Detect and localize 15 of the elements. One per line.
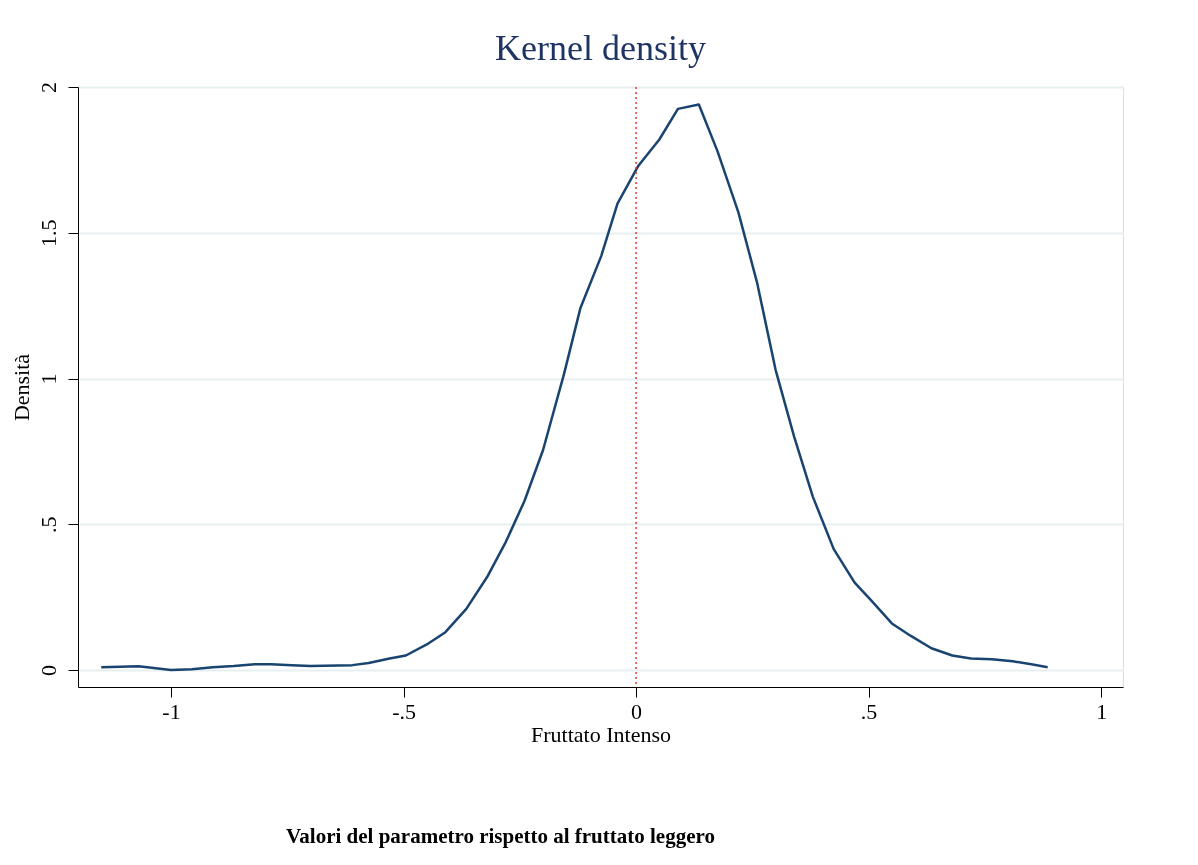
x-tick-label: -1	[162, 698, 181, 724]
chart-title: Kernel density	[495, 27, 706, 68]
line-series	[100, 103, 1049, 672]
y-axis-title: Densità	[8, 353, 34, 422]
x-tick-label: 0	[631, 698, 643, 724]
text: Valori del parametro rispetto al fruttato leggero	[286, 824, 715, 848]
y-tick-label: 1.5	[35, 219, 61, 248]
y-tick-label: .5	[35, 516, 61, 534]
x-axis-title: Fruttato Intenso	[531, 721, 671, 747]
x-tick-label: 1	[1096, 698, 1108, 724]
y-tick-label: 0	[35, 665, 61, 677]
x-tick-label: -.5	[392, 698, 416, 724]
y-tick-label: 2	[35, 82, 61, 93]
y-tick-label: 1	[35, 373, 61, 385]
x-tick-label: .5	[860, 698, 878, 724]
